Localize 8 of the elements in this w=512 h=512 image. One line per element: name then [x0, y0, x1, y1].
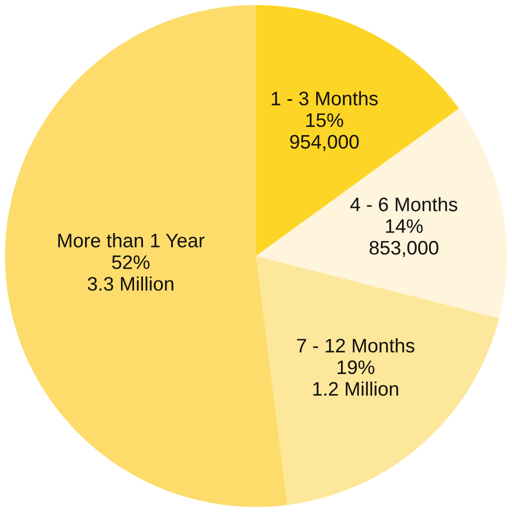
slice-label: 4 - 6 Months	[350, 197, 458, 212]
slice-label: 7 - 12 Months	[297, 338, 414, 353]
slice-label: 1 - 3 Months	[272, 91, 378, 106]
data-label: 14% 853,000	[370, 219, 438, 257]
slice-label: More than 1 Year	[58, 233, 205, 248]
data-label: 15% 954,000	[290, 113, 359, 151]
data-label: 19% 1.2 Million	[313, 360, 398, 396]
data-label: 52% 3.3 Million	[88, 255, 174, 291]
